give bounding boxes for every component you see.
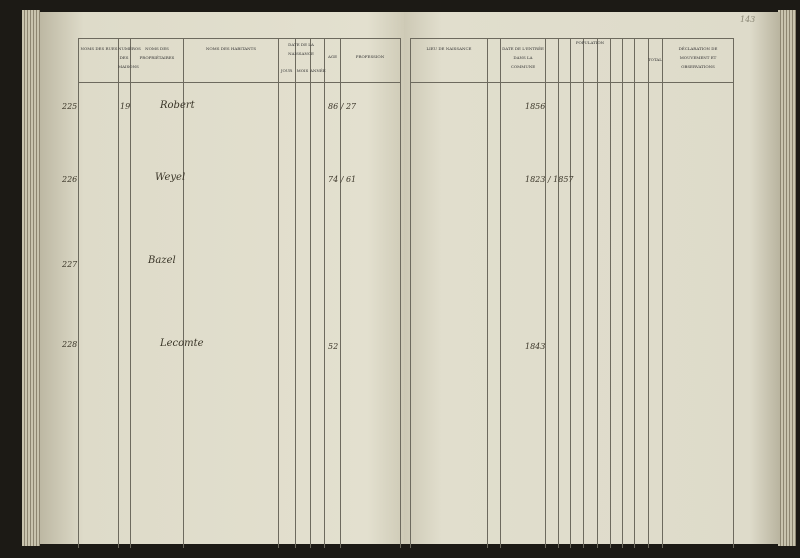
column-rule [340,38,341,548]
header-proprietaires: Noms des propriétaires [139,46,175,60]
entry-house: 19 [120,102,131,111]
column-rule [183,38,184,548]
header-lieu: Lieu de naissance [426,46,472,51]
column-rule [295,38,296,548]
header-total: Total [648,57,662,62]
entry-name: Weyel [155,172,186,183]
entry-number: 225 [62,102,78,111]
entry-number: 227 [62,260,78,269]
column-rule [310,38,311,548]
column-rule [662,38,663,548]
header-habitants: Noms des habitants [205,46,257,51]
column-rule [570,38,571,548]
entry-number: 226 [62,175,78,184]
column-rule [324,38,325,548]
header-annee: Année [310,68,326,73]
row-rule [78,82,400,83]
page-stack-right [778,10,796,546]
row-rule [410,38,733,39]
header-date: Date de la naissance [288,42,314,56]
column-rule [610,38,611,548]
header-age: Age [327,54,337,59]
column-rule [597,38,598,548]
header-jour: Jour [280,68,293,73]
column-rule [400,38,401,548]
entry-year: 1843 [525,342,546,351]
column-rule [648,38,649,548]
column-rule [558,38,559,548]
column-rule [545,38,546,548]
entry-year: 1823 / 1857 [525,175,574,184]
page-stack-left [22,10,40,546]
column-rule [583,38,584,548]
row-rule [78,38,400,39]
column-rule [118,38,119,548]
column-rule [278,38,279,548]
entry-year: 1856 [525,102,546,111]
column-rule [622,38,623,548]
column-rule [410,38,411,548]
entry-number: 228 [62,340,78,349]
row-rule [410,82,733,83]
header-declaration: Déclaration de mouvement et observations [678,46,718,69]
entry-ages: 74 / 61 [328,175,357,184]
column-rule [634,38,635,548]
entry-name: Robert [160,100,195,111]
entry-ages: 52 [328,342,339,351]
header-rues: Noms des rues [80,46,118,51]
header-numeros: Numéros des maisons [118,46,141,69]
header-date-entree: Date de l'entrée dans la commune [502,46,544,69]
entry-name: Bazel [148,255,176,266]
column-rule [487,38,488,548]
column-rule [500,38,501,548]
page-number: 143 [740,15,756,24]
header-mois: Mois [296,68,309,73]
column-rule [733,38,734,548]
header-population: Population [575,40,605,45]
header-profession: Profession [355,54,385,59]
column-rule [130,38,131,548]
entry-name: Lecomte [160,338,204,349]
right-page [404,12,780,544]
column-rule [78,38,79,548]
entry-ages: 86 / 27 [328,102,357,111]
left-page [40,12,404,544]
